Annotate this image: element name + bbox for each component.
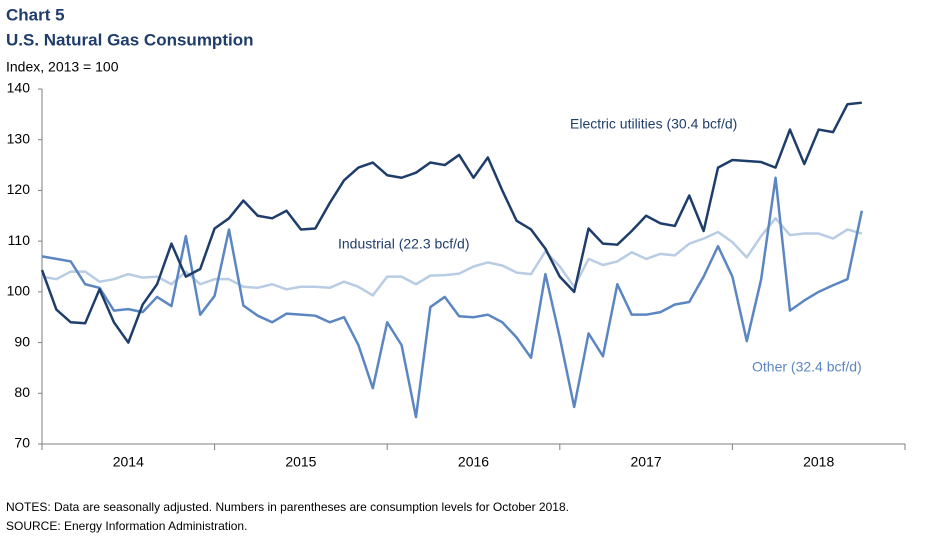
series-label: Other (32.4 bcf/d) [752,359,862,375]
y-tick-label: 130 [7,130,31,146]
y-tick-label: 120 [7,181,31,197]
x-tick-label: 2017 [631,454,662,470]
x-tick-label: 2015 [285,454,316,470]
chart-title: Chart 5 [6,5,65,24]
x-tick-label: 2016 [458,454,489,470]
source: SOURCE: Energy Information Administratio… [6,519,247,533]
y-tick-label: 140 [7,80,31,96]
y-tick-label: 70 [14,435,30,451]
y-tick-label: 90 [14,333,30,349]
series-line [40,101,862,344]
notes: NOTES: Data are seasonally adjusted. Num… [6,500,569,514]
series-line [41,217,863,297]
y-tick-label: 100 [7,283,31,299]
x-tick-label: 2014 [113,454,144,470]
y-tick-label: 80 [14,384,30,400]
y-axis-label: Index, 2013 = 100 [6,59,119,75]
y-tick-label: 110 [8,232,31,248]
series-label: Industrial (22.3 bcf/d) [338,236,470,252]
chart-subtitle: U.S. Natural Gas Consumption [6,30,253,49]
series-line [41,176,864,419]
series-label: Electric utilities (30.4 bcf/d) [570,116,737,132]
x-tick-label: 2018 [803,454,834,470]
